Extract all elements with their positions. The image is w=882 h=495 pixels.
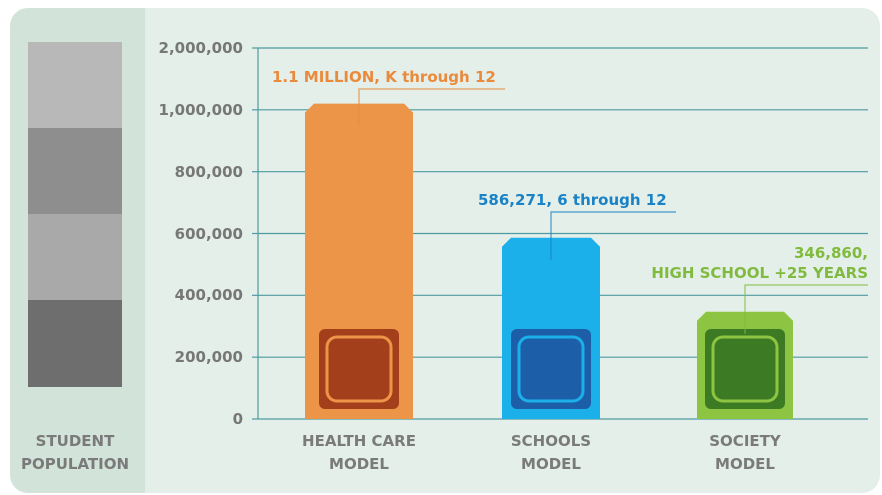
bar-icon [705, 329, 785, 409]
photo [28, 300, 122, 387]
bar-icon [319, 329, 399, 409]
y-tick-label: 0 [232, 410, 243, 428]
y-tick-label: 400,000 [174, 286, 243, 305]
value-label: 1.1 MILLION, K through 12 [272, 68, 496, 86]
x-tick-label: SOCIETY MODEL [709, 432, 781, 473]
y-tick-label: 1,000,000 [158, 100, 243, 119]
value-label: 346,860, HIGH SCHOOL +25 YEARS [651, 244, 868, 282]
leader-line [358, 88, 505, 126]
leader-line [744, 284, 868, 334]
bar-icon-inner [517, 335, 585, 403]
photo [28, 214, 122, 300]
bar-icon-inner [325, 335, 393, 403]
side-label: STUDENT POPULATION [20, 432, 130, 473]
x-tick-label: SCHOOLS MODEL [510, 432, 592, 473]
panel [10, 8, 880, 493]
photo [28, 128, 122, 214]
x-tick-label: HEALTH CARE MODEL [302, 432, 416, 473]
bar-icon [511, 329, 591, 409]
y-tick-label: 600,000 [174, 224, 243, 243]
leader-line [550, 211, 676, 260]
value-label: 586,271, 6 through 12 [478, 191, 667, 209]
y-tick-label: 800,000 [174, 162, 243, 181]
bar-icon-inner [711, 335, 779, 403]
y-tick-label: 2,000,000 [158, 39, 243, 57]
y-tick-label: 200,000 [174, 348, 243, 367]
photo [28, 42, 122, 128]
